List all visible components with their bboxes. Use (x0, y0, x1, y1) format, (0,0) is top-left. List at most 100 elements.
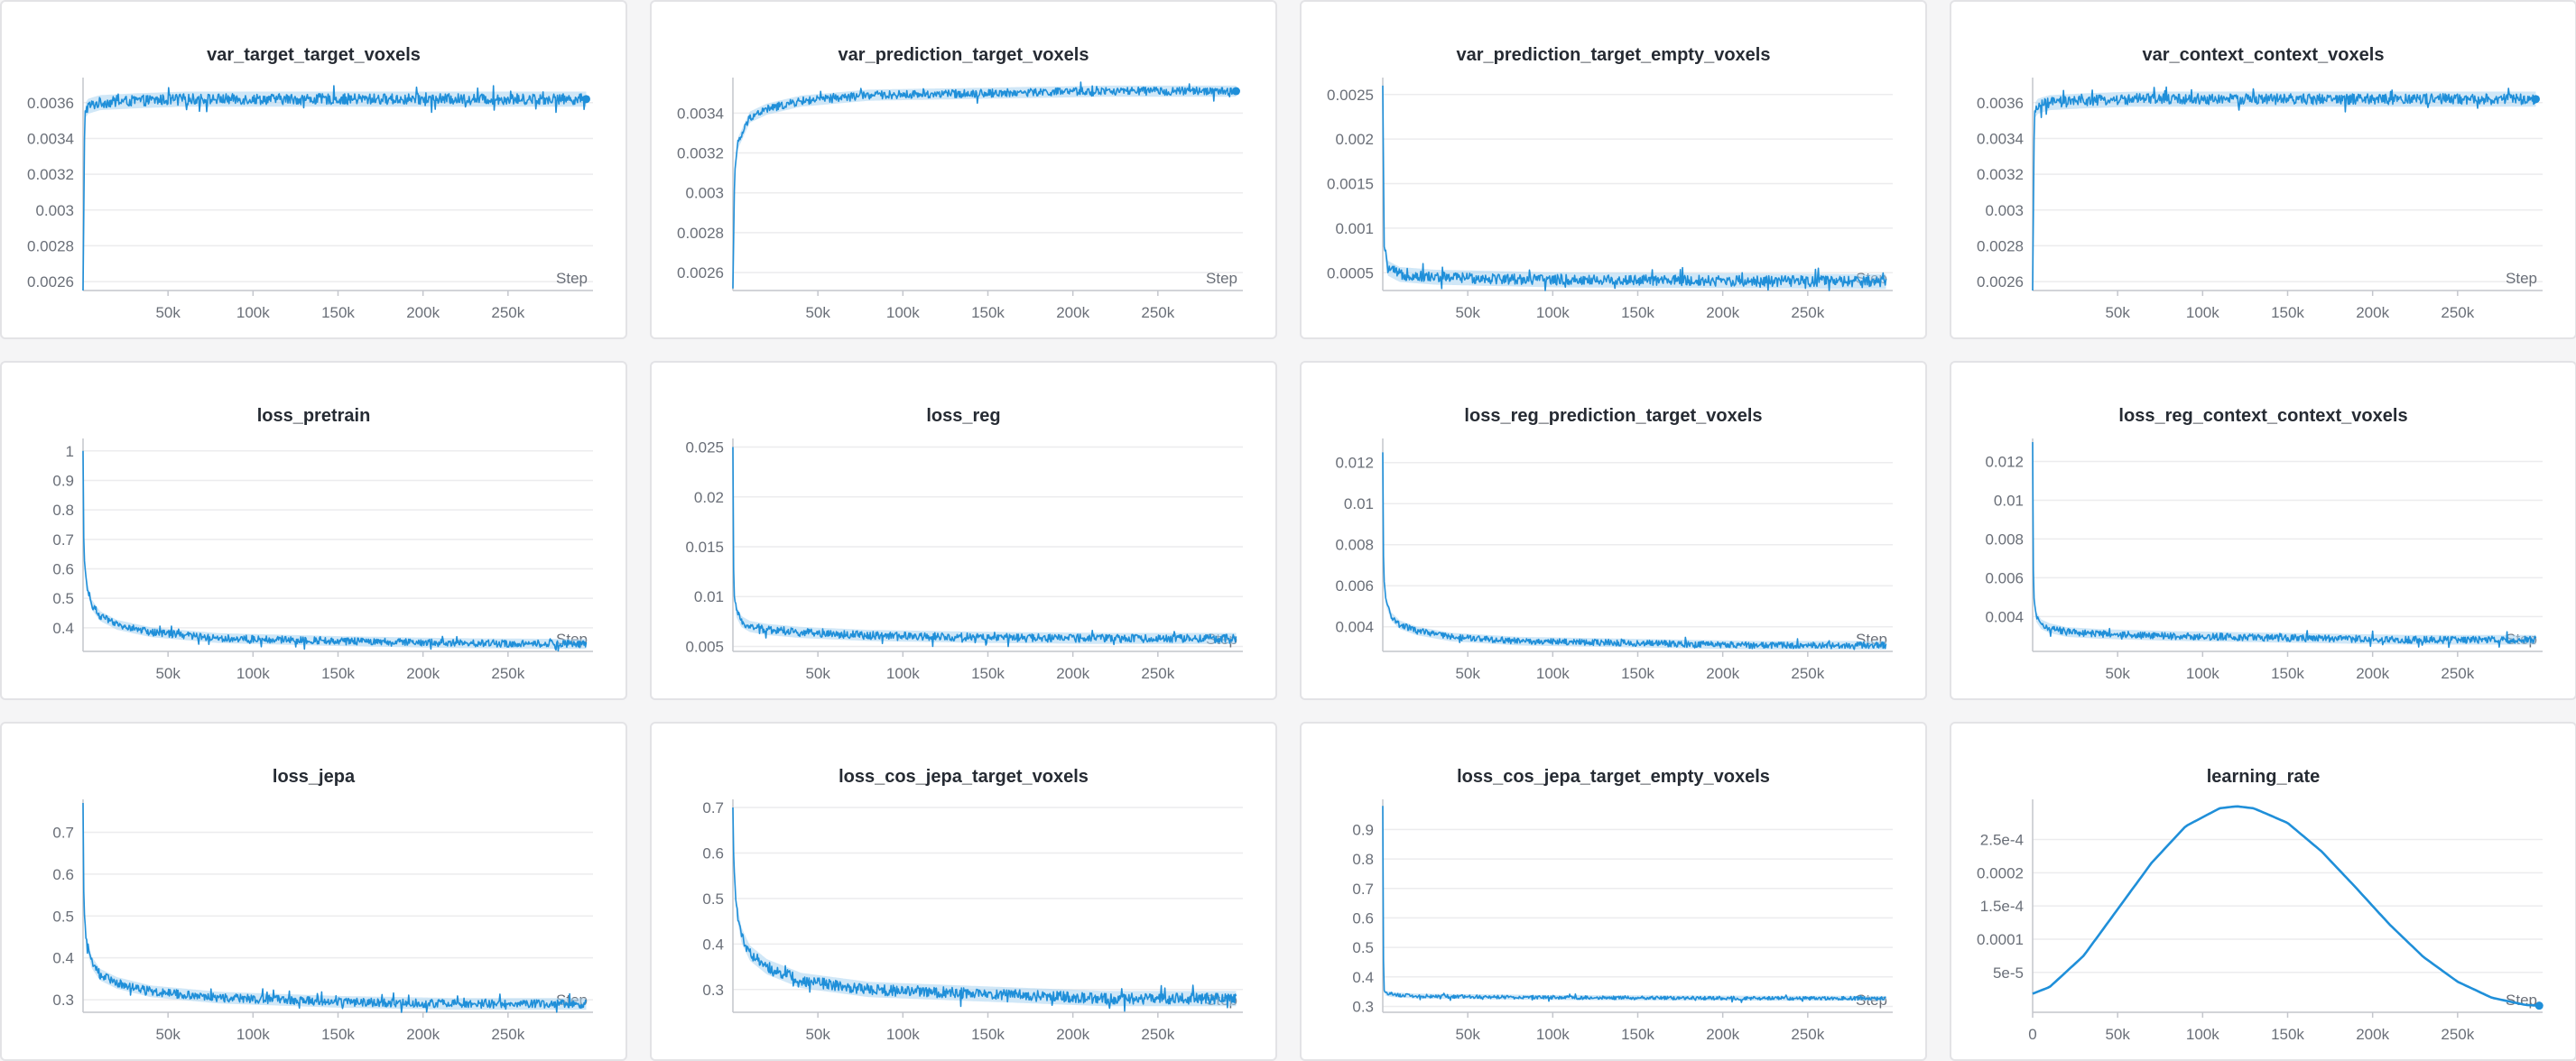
x-tick-label: 150k (321, 1026, 355, 1043)
y-tick-label: 0.5 (52, 590, 74, 607)
chart-panel-var-target-target-voxels[interactable]: var_target_target_voxels 0.0026 0.0028 0.00… (0, 0, 627, 339)
x-tick-label: 250k (491, 1026, 524, 1043)
y-tick-label: 0.0002 (1977, 864, 2024, 881)
y-tick-label: 0.001 (1335, 220, 1374, 237)
series-band (2033, 442, 2536, 645)
x-tick-label: 100k (2186, 665, 2219, 682)
y-tick-label: 0.0026 (27, 273, 74, 291)
y-tick-label: 0.02 (694, 489, 724, 506)
x-tick-label: 250k (1141, 665, 1174, 682)
series-line (1382, 452, 1887, 650)
x-tick-label: 200k (406, 1026, 440, 1043)
y-tick-label: 0.004 (1335, 619, 1374, 636)
y-tick-label: 0.5 (702, 890, 724, 908)
y-tick-label: 0.0026 (677, 264, 724, 281)
series-line (82, 802, 588, 1013)
y-tick-label: 0.7 (1352, 881, 1374, 898)
x-tick-label: 200k (1056, 304, 1089, 321)
x-tick-label: 250k (1791, 665, 1824, 682)
series-line (732, 447, 1237, 648)
y-tick-label: 0.4 (52, 620, 74, 637)
x-tick-label: 200k (2356, 665, 2389, 682)
x-tick-label: 100k (236, 304, 270, 321)
x-tick-label: 250k (2441, 665, 2474, 682)
chart-panel-loss-cos-jepa-target-empty-voxels[interactable]: loss_cos_jepa_target_empty_voxels 0.3 0.4 0… (1300, 722, 1927, 1061)
chart-panel-loss-pretrain[interactable]: loss_pretrain 0.4 0.5 0.6 0.7 0.8 0.9 1 50k 100k 1… (0, 361, 627, 700)
y-tick-label: 0.5 (52, 908, 74, 925)
x-tick-label: 100k (886, 304, 920, 321)
chart-panel-loss-cos-jepa-target-voxels[interactable]: loss_cos_jepa_target_voxels 0.3 0.4 0.5 0.6 0… (650, 722, 1277, 1061)
y-tick-label: 0.4 (1352, 969, 1374, 986)
series-band (83, 91, 587, 291)
x-tick-label: 150k (321, 665, 355, 682)
x-tick-label: 150k (971, 665, 1005, 682)
y-tick-label: 0.0026 (1977, 273, 2024, 291)
chart-title: loss_cos_jepa_target_voxels (839, 767, 1089, 787)
chart-panel-loss-reg-prediction-target-voxels[interactable]: loss_reg_prediction_target_voxels 0.004 0.… (1300, 361, 1927, 700)
chart-svg: 0.004 0.006 0.008 0.01 0.012 50k 100k 150k 200k 2… (1985, 438, 2543, 682)
y-tick-label: 0.004 (1985, 608, 2024, 625)
y-tick-label: 0.0001 (1977, 931, 2024, 948)
chart-panel-loss-reg[interactable]: loss_reg 0.005 0.01 0.015 0.02 0.025 50k 100k 15… (650, 361, 1277, 700)
x-tick-label: 150k (971, 304, 1005, 321)
y-tick-label: 1.5e-4 (1980, 898, 2024, 915)
x-tick-label: 150k (2271, 665, 2304, 682)
y-tick-label: 0.003 (35, 202, 74, 219)
chart-panel-var-prediction-target-voxels[interactable]: var_prediction_target_voxels 0.0026 0.0028… (650, 0, 1277, 339)
y-tick-label: 0.005 (685, 638, 724, 655)
x-tick-label: 50k (805, 304, 830, 321)
y-tick-label: 0.8 (1352, 851, 1374, 868)
chart-panel-var-prediction-target-empty-voxels[interactable]: var_prediction_target_empty_voxels 0.0005… (1300, 0, 1927, 339)
chart-svg: 0.0005 0.001 0.0015 0.002 0.0025 50k 100k 150k 2… (1327, 78, 1893, 321)
y-tick-label: 0.0005 (1327, 264, 1374, 281)
chart-title: var_target_target_voxels (207, 45, 421, 65)
chart-svg: 0.30.40.50.60.750k100k150k200k250kStep (702, 799, 1243, 1043)
x-tick-label: 200k (2356, 1026, 2389, 1043)
y-tick-label: 0.5 (1352, 939, 1374, 956)
x-tick-label: 200k (1706, 1026, 1739, 1043)
x-tick-label: 250k (2441, 304, 2474, 321)
chart-svg: 0.0026 0.0028 0.003 0.0032 0.0034 0.0036 50k 10… (1977, 78, 2543, 321)
chart-title: learning_rate (2206, 767, 2321, 787)
y-tick-label: 0.0036 (1977, 95, 2024, 112)
x-axis-label: Step (1206, 270, 1237, 287)
y-tick-label: 0.9 (1352, 821, 1374, 838)
chart-title: var_prediction_target_voxels (838, 45, 1089, 65)
y-tick-label: 0.003 (1985, 202, 2024, 219)
y-tick-label: 0.9 (52, 472, 74, 489)
chart-panel-var-context-context-voxels[interactable]: var_context_context_voxels 0.0026 0.0028 0.… (1950, 0, 2576, 339)
chart-panel-loss-reg-context-context-voxels[interactable]: loss_reg_context_context_voxels 0.004 0.00… (1950, 361, 2576, 700)
series-band (1383, 806, 1886, 1001)
x-tick-label: 50k (2105, 304, 2130, 321)
y-tick-label: 0.3 (52, 992, 74, 1009)
x-tick-label: 150k (2271, 1026, 2304, 1043)
series-band (1383, 85, 1886, 290)
y-tick-label: 0.3 (1352, 998, 1374, 1015)
series-line (732, 807, 1237, 1012)
x-tick-label: 200k (406, 665, 440, 682)
chart-svg: 5e-5 0.0001 1.5e-4 0.0002 2.5e-4 0 50k 100k 150k… (1977, 799, 2544, 1043)
y-tick-label: 0.0036 (27, 95, 74, 112)
y-tick-label: 0.0034 (27, 130, 74, 147)
chart-svg: 0.005 0.01 0.015 0.02 0.025 50k 100k 150k 200k 25… (685, 438, 1243, 682)
series-line (1382, 85, 1887, 291)
x-tick-label: 150k (1621, 665, 1654, 682)
y-tick-label: 0.0025 (1327, 87, 1374, 104)
x-tick-label: 50k (1455, 665, 1480, 682)
y-tick-label: 0.0032 (677, 145, 724, 162)
chart-svg: 0.0026 0.0028 0.003 0.0032 0.0034 50k 100k 150k… (677, 78, 1243, 321)
x-tick-label: 250k (1141, 304, 1174, 321)
chart-svg: 0.30.40.50.60.750k100k150k200k250kStep (52, 799, 593, 1043)
series-line (82, 450, 588, 652)
series-line (82, 85, 588, 291)
chart-panel-loss-jepa[interactable]: loss_jepa 0.3 0.4 0.5 0.6 0.7 50k 100k 150k 200k 2… (0, 722, 627, 1061)
y-tick-label: 0.0032 (1977, 166, 2024, 183)
x-tick-label: 150k (1621, 1026, 1654, 1043)
chart-panel-learning-rate[interactable]: learning_rate 5e-5 0.0001 1.5e-4 0.0002 2.5e-… (1950, 722, 2576, 1061)
x-axis-label: Step (556, 270, 588, 287)
series-line (2032, 86, 2537, 291)
series-band (733, 85, 1237, 289)
series-band (83, 803, 587, 1010)
series-line (732, 81, 1237, 289)
y-tick-label: 0.025 (685, 439, 724, 457)
